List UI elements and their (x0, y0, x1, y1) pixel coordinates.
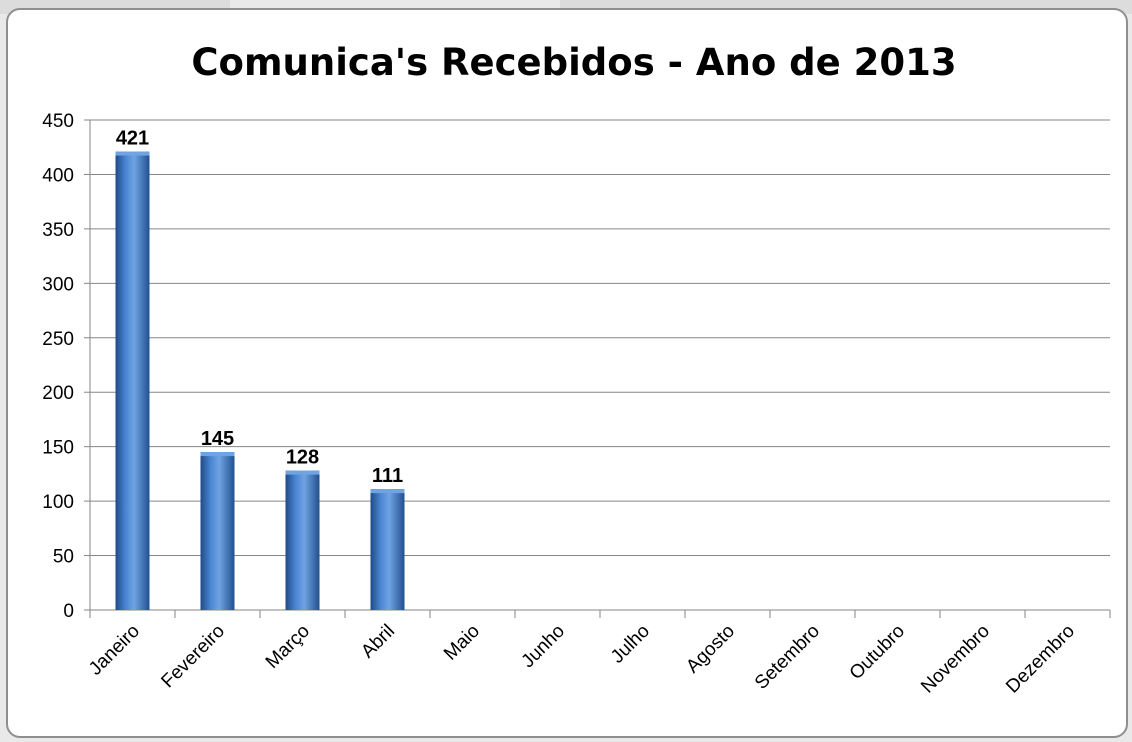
x-tick-label: Abril (357, 621, 399, 663)
chart-svg: Comunica's Recebidos - Ano de 2013 0 50 10… (42, 41, 1111, 698)
y-tick-label: 0 (63, 601, 74, 622)
bar-cap (200, 452, 235, 457)
grid-layer: 0 50 100 150 200 250 300 350 400 450 (42, 111, 1111, 622)
bar-cap (115, 151, 150, 156)
x-tick-label: Julho (607, 621, 654, 668)
x-tick-label: Junho (518, 621, 569, 672)
y-tick-label: 400 (42, 165, 74, 186)
bar-fevereiro (200, 452, 235, 610)
bar-layer (115, 151, 405, 611)
data-label: 111 (372, 465, 403, 487)
x-tick-label: Setembro (751, 621, 824, 694)
data-label: 421 (116, 128, 149, 150)
x-tick-label: Outubro (846, 621, 909, 684)
x-tick-label: Fevereiro (157, 621, 229, 693)
y-tick-label: 200 (42, 383, 74, 404)
bar-cap (370, 489, 405, 494)
x-tick-label: Dezembro (1002, 621, 1079, 698)
chart-frame: Comunica's Recebidos - Ano de 2013 0 50 10… (6, 8, 1128, 738)
label-layer: 421 145 128 111 Janeiro Fevereiro Março Abril Ma… (85, 128, 1079, 698)
chart-title: Comunica's Recebidos - Ano de 2013 (191, 41, 956, 84)
bar-body (200, 452, 235, 610)
data-label: 128 (286, 447, 319, 469)
y-tick-label: 100 (42, 492, 74, 513)
bar-body (285, 470, 320, 610)
y-tick-label: 150 (42, 438, 74, 459)
y-tick-label: 300 (42, 274, 74, 295)
x-tick-label: Maio (440, 621, 484, 665)
bar-body (115, 151, 150, 611)
y-tick-label: 250 (42, 329, 74, 350)
bar-body (370, 489, 405, 610)
x-tick-label: Janeiro (85, 621, 144, 680)
x-tick-label: Novembro (917, 621, 994, 698)
data-label: 145 (201, 428, 234, 450)
bar-cap (285, 470, 320, 475)
y-tick-label: 50 (53, 547, 74, 568)
x-tick-label: Março (262, 621, 314, 673)
bar-abril (370, 489, 405, 610)
bar-março (285, 470, 320, 610)
bar-janeiro (115, 151, 150, 611)
y-tick-label: 450 (42, 111, 74, 132)
y-tick-label: 350 (42, 220, 74, 241)
x-tick-label: Agosto (682, 621, 739, 678)
